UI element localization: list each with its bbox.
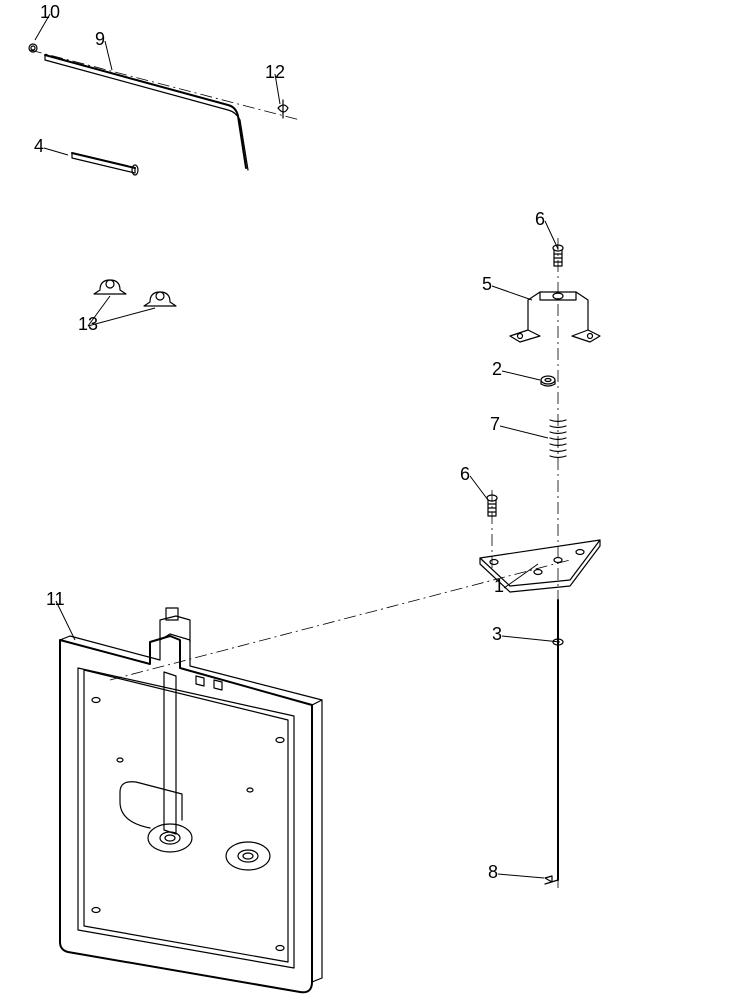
part-4-handle: [72, 153, 138, 175]
callout-2: 2: [492, 359, 502, 379]
part-8-tip: [545, 876, 552, 882]
callout-6b: 6: [460, 464, 470, 484]
leader-line: [44, 148, 68, 155]
callout-9: 9: [95, 29, 105, 49]
leader-line: [470, 476, 488, 500]
part-9-rod: [45, 55, 248, 170]
leader-line: [502, 371, 540, 380]
part-3-rod: [545, 600, 563, 884]
exploded-diagram: 123456678910111213: [0, 0, 732, 1000]
callout-10: 10: [40, 2, 60, 22]
leader-line: [502, 636, 560, 642]
callout-11: 11: [46, 589, 65, 609]
part-2-washer: [541, 376, 555, 386]
part-11-plate-assembly: [60, 608, 322, 992]
leader-line: [498, 874, 544, 878]
callout-13: 13: [78, 314, 98, 334]
leader-line: [492, 286, 532, 300]
callout-5: 5: [482, 274, 492, 294]
leader-line: [88, 308, 155, 326]
leader-line: [105, 41, 112, 70]
callout-8: 8: [488, 862, 498, 882]
callout-1: 1: [494, 576, 504, 596]
part-13-clips: [94, 280, 176, 306]
callout-7: 7: [490, 414, 500, 434]
callout-4: 4: [34, 136, 44, 156]
callouts-layer: 123456678910111213: [34, 2, 560, 882]
leader-line: [545, 221, 558, 249]
callout-6: 6: [535, 209, 545, 229]
callout-12: 12: [265, 62, 285, 82]
callout-3: 3: [492, 624, 502, 644]
part-5-bracket: [510, 292, 600, 342]
leader-line: [500, 426, 548, 438]
centerlines: [30, 50, 570, 890]
